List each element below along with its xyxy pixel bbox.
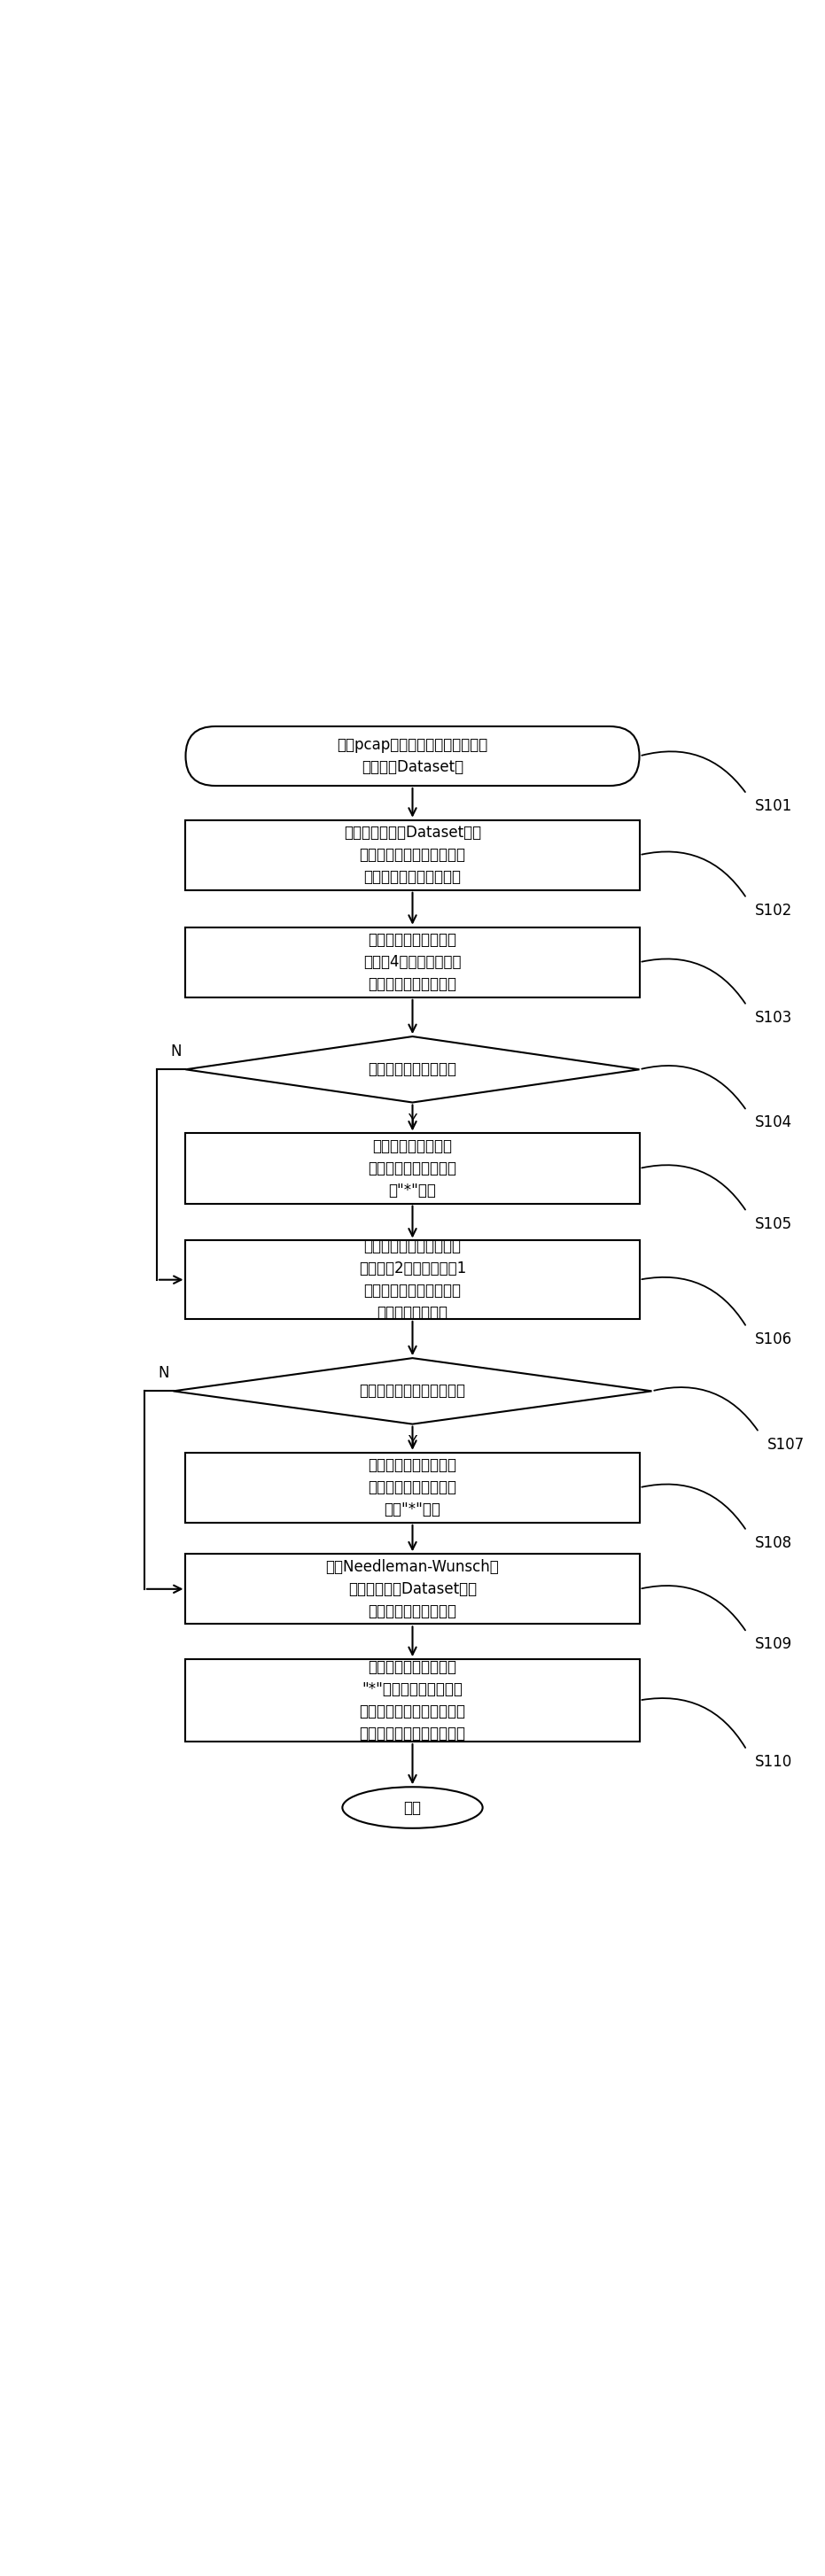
Polygon shape — [186, 1036, 639, 1103]
Text: 对每个类别的报文从头开
始分别以2个字节长度和1
个字节长度为单位进行长
度和序号语义识别: 对每个类别的报文从头开 始分别以2个字节长度和1 个字节长度为单位进行长 度和序… — [359, 1239, 466, 1321]
Bar — [186, 1453, 639, 1522]
Text: 报文中有时间戳字段？: 报文中有时间戳字段？ — [368, 1061, 457, 1077]
Text: N: N — [171, 1043, 182, 1059]
Text: 对时间戳字段进行标
识，并将字段内容全部
用"*"替换: 对时间戳字段进行标 识，并将字段内容全部 用"*"替换 — [368, 1139, 457, 1198]
Text: S110: S110 — [755, 1754, 792, 1770]
Text: S106: S106 — [755, 1332, 792, 1347]
Bar — [186, 1659, 639, 1741]
Text: 读取pcap文件，将所有报文都添加
到数据集Dataset中: 读取pcap文件，将所有报文都添加 到数据集Dataset中 — [337, 737, 488, 775]
FancyBboxPatch shape — [186, 726, 639, 786]
Text: 报文中有长度或序号字段？: 报文中有长度或序号字段？ — [360, 1383, 465, 1399]
Text: 采用聚类算法对Dataset中的
报文聚类，将具有相同长度
的报文划归到同一类别中: 采用聚类算法对Dataset中的 报文聚类，将具有相同长度 的报文划归到同一类别… — [344, 824, 481, 886]
Text: Y: Y — [408, 1435, 417, 1450]
Text: N: N — [158, 1365, 169, 1381]
Text: 对长度和序号字段进行
标识，并将字段内容全
部用"*"替换: 对长度和序号字段进行 标识，并将字段内容全 部用"*"替换 — [368, 1458, 457, 1517]
Text: S107: S107 — [767, 1437, 804, 1453]
Text: Y: Y — [408, 1113, 417, 1128]
Text: S103: S103 — [755, 1010, 792, 1025]
Text: 采用Needleman-Wunsch序
列比对算法对Dataset中的
报文进行协议逆向分析: 采用Needleman-Wunsch序 列比对算法对Dataset中的 报文进行… — [326, 1558, 499, 1620]
Ellipse shape — [342, 1788, 483, 1829]
Bar — [186, 927, 639, 997]
Text: S101: S101 — [755, 799, 792, 814]
Text: S104: S104 — [755, 1115, 792, 1131]
Bar — [186, 1133, 639, 1203]
Text: 对得到的分析结果中的
"*"部分按照之前的替换
方式反向替换，得到原始的
数据内容和相应的语义标识: 对得到的分析结果中的 "*"部分按照之前的替换 方式反向替换，得到原始的 数据内… — [360, 1659, 465, 1741]
Text: S109: S109 — [755, 1636, 792, 1651]
Text: S108: S108 — [755, 1535, 792, 1551]
Bar — [186, 1553, 639, 1623]
Text: S105: S105 — [755, 1216, 792, 1231]
Polygon shape — [173, 1358, 652, 1425]
Text: 结束: 结束 — [403, 1801, 422, 1816]
Bar — [186, 1242, 639, 1319]
Text: 对每个类别的报文从头
开始以4个字节长度为单
位进行时间戳语义识别: 对每个类别的报文从头 开始以4个字节长度为单 位进行时间戳语义识别 — [364, 933, 461, 992]
Text: S102: S102 — [755, 902, 792, 920]
Bar — [186, 819, 639, 891]
